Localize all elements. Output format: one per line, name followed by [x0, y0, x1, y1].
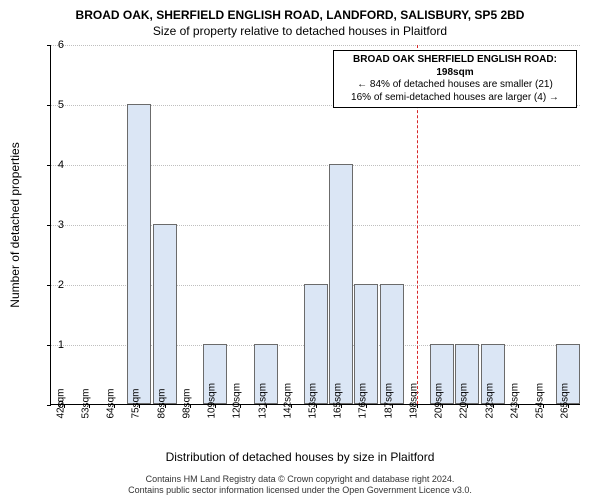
chart-area: 42sqm53sqm64sqm75sqm86sqm98sqm109sqm120s… [50, 45, 580, 405]
histogram-bar [153, 224, 177, 404]
histogram-bar [127, 104, 151, 404]
footer-line-2: Contains public sector information licen… [0, 485, 600, 496]
ytick-label: 6 [58, 39, 64, 51]
ytick-mark [47, 105, 51, 106]
ytick-mark [47, 225, 51, 226]
ytick-label: 3 [58, 219, 64, 231]
ytick-label: 4 [58, 159, 64, 171]
gridline [51, 45, 580, 46]
annotation-line: BROAD OAK SHERFIELD ENGLISH ROAD: 198sqm [339, 54, 571, 79]
y-axis-label: Number of detached properties [8, 142, 22, 307]
ytick-mark [47, 345, 51, 346]
annotation-line: ← 84% of detached houses are smaller (21… [339, 79, 571, 92]
annotation-box: BROAD OAK SHERFIELD ENGLISH ROAD: 198sqm… [333, 50, 577, 108]
title-subtitle: Size of property relative to detached ho… [0, 22, 600, 38]
x-axis-label: Distribution of detached houses by size … [0, 450, 600, 464]
title-main: BROAD OAK, SHERFIELD ENGLISH ROAD, LANDF… [0, 0, 600, 22]
ytick-mark [47, 405, 51, 406]
ytick-label: 2 [58, 279, 64, 291]
footer-line-1: Contains HM Land Registry data © Crown c… [0, 474, 600, 485]
ytick-label: 5 [58, 99, 64, 111]
ytick-mark [47, 285, 51, 286]
histogram-bar [329, 164, 353, 404]
ytick-mark [47, 45, 51, 46]
ytick-mark [47, 165, 51, 166]
annotation-line: 16% of semi-detached houses are larger (… [339, 92, 571, 105]
ytick-label: 0 [58, 399, 64, 411]
footer-attribution: Contains HM Land Registry data © Crown c… [0, 474, 600, 496]
plot-area: 42sqm53sqm64sqm75sqm86sqm98sqm109sqm120s… [50, 45, 580, 405]
ytick-label: 1 [58, 339, 64, 351]
